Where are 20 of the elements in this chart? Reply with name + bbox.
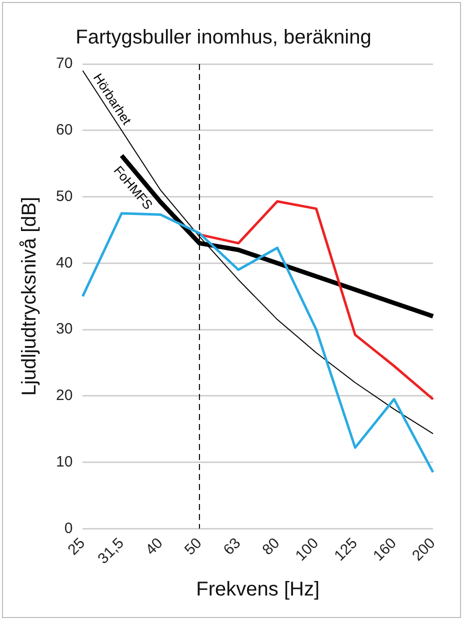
y-tick-label: 40 [56,254,73,272]
x-tick-label: 100 [292,534,322,564]
x-tick-label: 25 [64,534,88,559]
y-tick-label: 20 [56,387,73,404]
y-tick-label: 70 [56,55,73,72]
y-tick-label: 0 [64,520,73,537]
x-tick-label: 80 [259,534,284,559]
y-tick-label: 60 [56,122,73,139]
x-axis-title: Frekvens [Hz] [196,578,320,601]
x-tick-label: 63 [220,534,244,559]
x-tick-label: 50 [181,534,206,559]
x-tick-label: 40 [142,534,166,559]
chart-title: Fartygsbuller inomhus, beräkning [76,26,372,49]
x-tick-label: 125 [331,534,361,564]
y-tick-label: 30 [56,320,73,338]
y-tick-label: 50 [56,188,73,205]
y-tick-label: 10 [56,453,73,470]
x-tick-label: 160 [370,534,400,564]
x-tick-label: 200 [409,534,439,564]
y-axis-title: Ljudljudtrycksnivå [dB] [18,196,41,396]
